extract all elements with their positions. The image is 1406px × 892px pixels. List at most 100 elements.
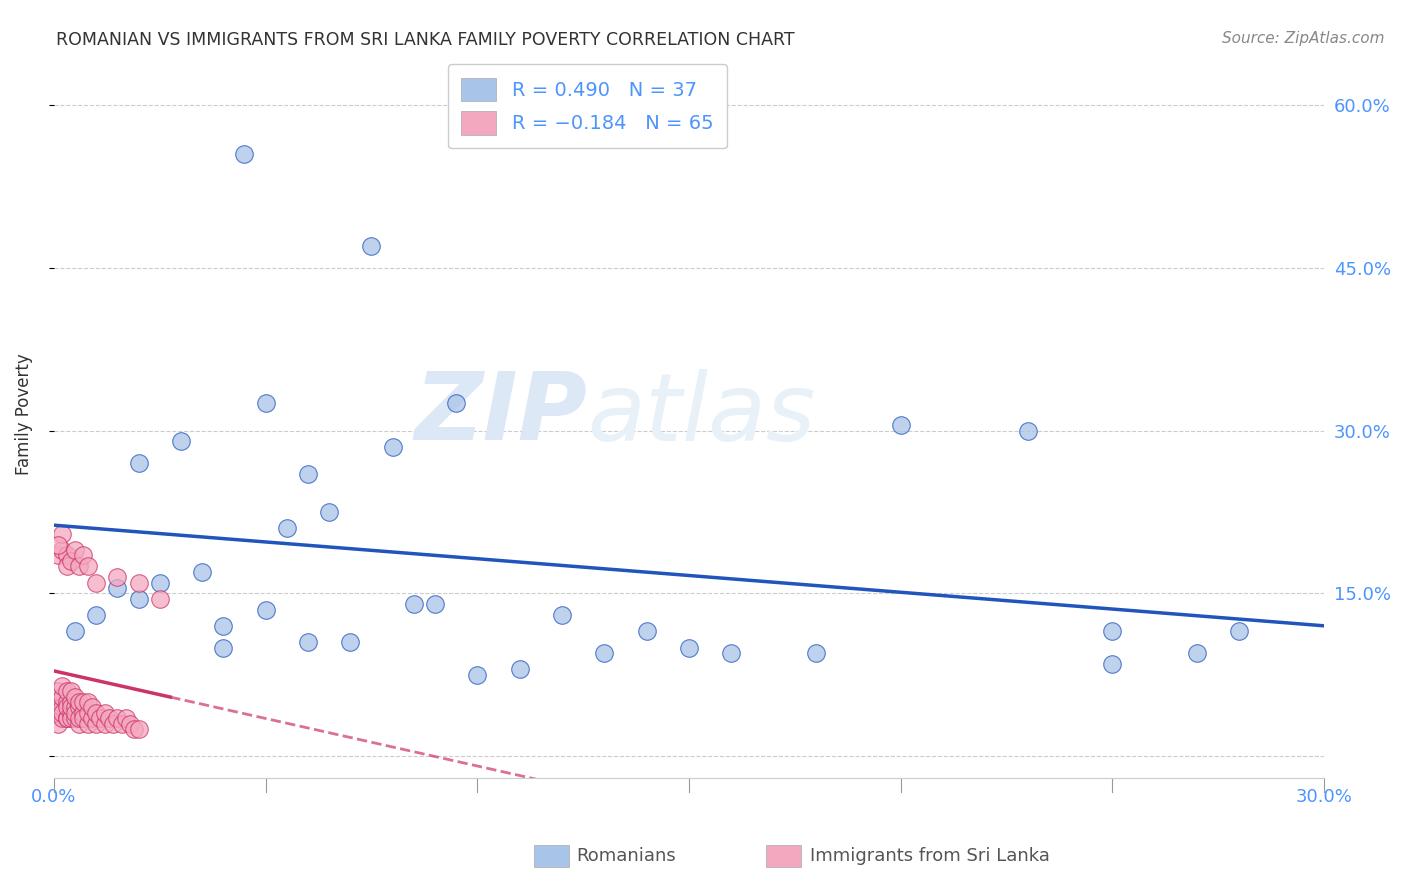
- Point: [67, 695, 90, 709]
- Point: [80, 700, 103, 714]
- Point: [51, 526, 73, 541]
- Point: [51, 679, 73, 693]
- Point: [254, 602, 277, 616]
- Point: [124, 722, 146, 736]
- Point: [128, 591, 150, 606]
- Point: [46, 706, 69, 720]
- Point: [114, 711, 136, 725]
- Point: [55, 711, 77, 725]
- Point: [46, 684, 69, 698]
- Point: [67, 711, 90, 725]
- Point: [105, 711, 128, 725]
- Point: [890, 418, 912, 433]
- Point: [105, 570, 128, 584]
- Point: [89, 711, 111, 725]
- Point: [84, 716, 107, 731]
- Point: [55, 711, 77, 725]
- Point: [84, 575, 107, 590]
- Point: [55, 695, 77, 709]
- Point: [55, 559, 77, 574]
- Point: [59, 695, 82, 709]
- Point: [55, 549, 77, 563]
- Point: [551, 608, 574, 623]
- Point: [63, 700, 86, 714]
- Point: [804, 646, 827, 660]
- Point: [233, 146, 256, 161]
- Point: [720, 646, 742, 660]
- Point: [59, 684, 82, 698]
- Point: [254, 396, 277, 410]
- Point: [46, 716, 69, 731]
- Point: [46, 695, 69, 709]
- Point: [381, 440, 404, 454]
- Point: [76, 716, 98, 731]
- Point: [72, 549, 94, 563]
- Point: [51, 543, 73, 558]
- Point: [84, 706, 107, 720]
- Point: [297, 635, 319, 649]
- Point: [509, 662, 531, 676]
- Point: [55, 684, 77, 698]
- Point: [110, 716, 132, 731]
- Point: [105, 581, 128, 595]
- Point: [59, 711, 82, 725]
- Point: [318, 505, 340, 519]
- Point: [93, 706, 115, 720]
- Point: [51, 706, 73, 720]
- Point: [191, 565, 214, 579]
- Point: [76, 695, 98, 709]
- Text: ROMANIAN VS IMMIGRANTS FROM SRI LANKA FAMILY POVERTY CORRELATION CHART: ROMANIAN VS IMMIGRANTS FROM SRI LANKA FA…: [56, 31, 794, 49]
- Point: [276, 521, 298, 535]
- Point: [63, 706, 86, 720]
- Point: [42, 706, 65, 720]
- Text: Immigrants from Sri Lanka: Immigrants from Sri Lanka: [810, 847, 1050, 865]
- Point: [101, 716, 124, 731]
- Point: [149, 575, 172, 590]
- Point: [444, 396, 467, 410]
- Point: [97, 711, 120, 725]
- Point: [72, 695, 94, 709]
- Point: [63, 690, 86, 704]
- Point: [1017, 424, 1039, 438]
- Point: [212, 619, 235, 633]
- Point: [593, 646, 616, 660]
- Y-axis label: Family Poverty: Family Poverty: [15, 353, 32, 475]
- Point: [402, 597, 425, 611]
- Point: [170, 434, 193, 449]
- Point: [63, 543, 86, 558]
- Point: [636, 624, 658, 639]
- Text: Romanians: Romanians: [576, 847, 676, 865]
- Point: [59, 706, 82, 720]
- Text: atlas: atlas: [588, 368, 815, 459]
- Point: [51, 690, 73, 704]
- Point: [118, 716, 141, 731]
- Point: [1101, 657, 1123, 671]
- Point: [1229, 624, 1251, 639]
- Point: [67, 716, 90, 731]
- Point: [51, 711, 73, 725]
- Point: [59, 554, 82, 568]
- Point: [59, 700, 82, 714]
- Point: [678, 640, 700, 655]
- Point: [212, 640, 235, 655]
- Point: [1101, 624, 1123, 639]
- Text: ZIP: ZIP: [415, 368, 588, 460]
- Legend: R = 0.490   N = 37, R = −0.184   N = 65: R = 0.490 N = 37, R = −0.184 N = 65: [447, 64, 727, 148]
- Text: Source: ZipAtlas.com: Source: ZipAtlas.com: [1222, 31, 1385, 46]
- Point: [76, 706, 98, 720]
- Point: [63, 711, 86, 725]
- Point: [72, 706, 94, 720]
- Point: [46, 537, 69, 551]
- Point: [149, 591, 172, 606]
- Point: [84, 608, 107, 623]
- Point: [128, 722, 150, 736]
- Point: [67, 700, 90, 714]
- Point: [63, 624, 86, 639]
- Point: [128, 456, 150, 470]
- Point: [80, 711, 103, 725]
- Point: [67, 559, 90, 574]
- Point: [51, 700, 73, 714]
- Point: [128, 575, 150, 590]
- Point: [46, 549, 69, 563]
- Point: [42, 700, 65, 714]
